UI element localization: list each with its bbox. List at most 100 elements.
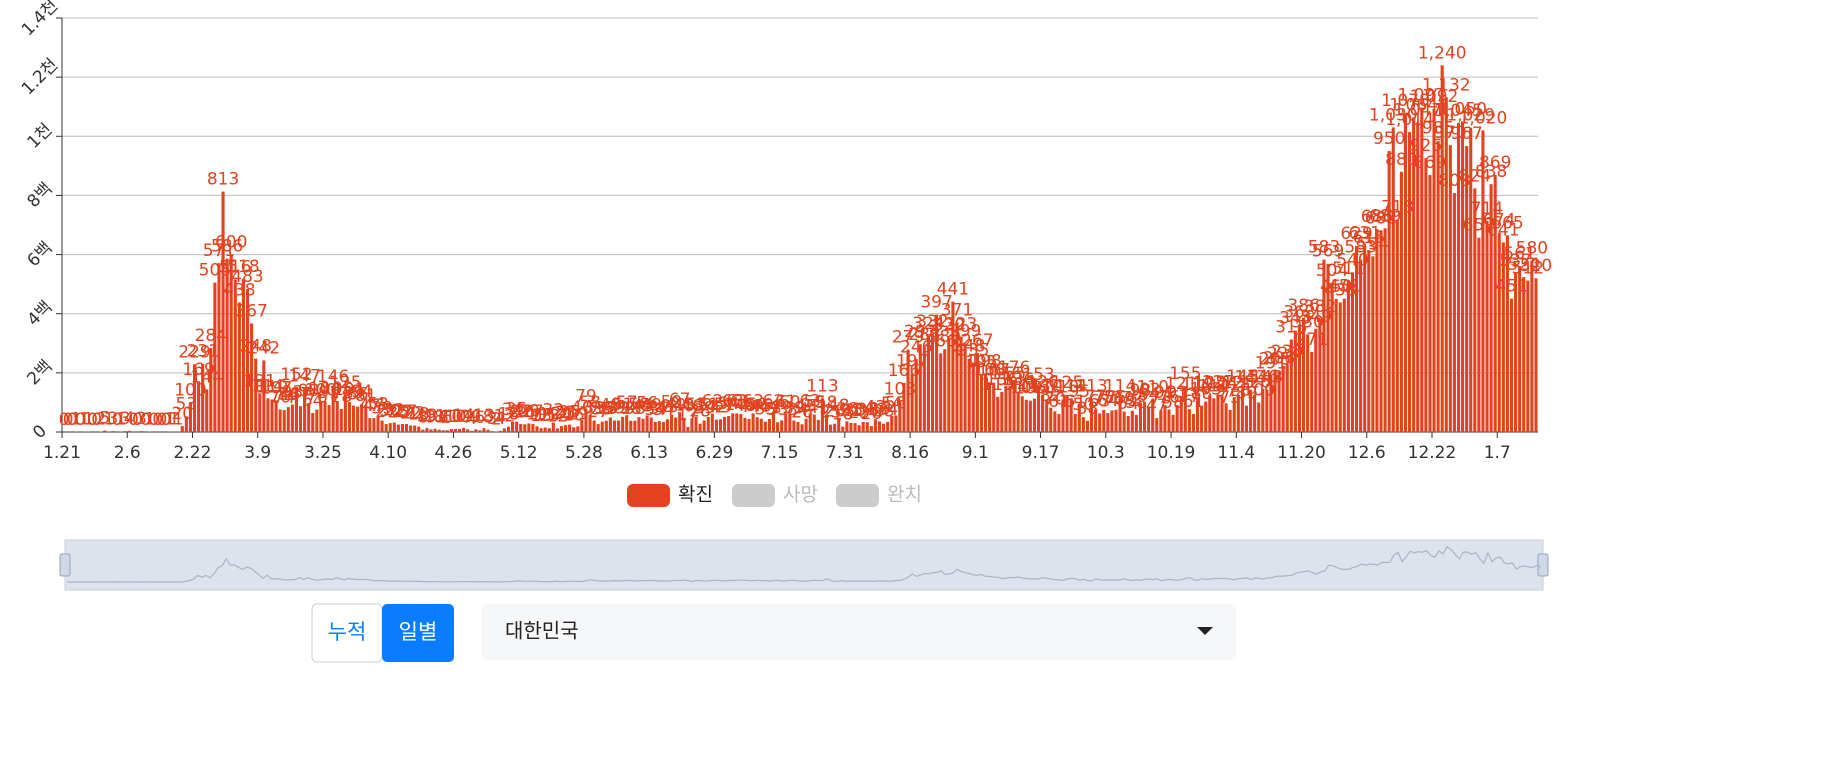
bar xyxy=(1530,260,1533,432)
x-tick-label: 4.26 xyxy=(434,443,472,463)
bar xyxy=(1424,158,1427,432)
bar xyxy=(858,425,861,432)
data-label: 284 xyxy=(195,326,227,346)
bar xyxy=(556,428,559,432)
bar xyxy=(621,417,624,432)
bar xyxy=(1021,396,1024,432)
bar xyxy=(523,424,526,432)
bar xyxy=(1033,399,1036,432)
legend-label[interactable]: 확진 xyxy=(678,484,713,506)
bar xyxy=(1510,299,1513,432)
legend-swatch[interactable] xyxy=(732,484,775,507)
zoom-handle[interactable] xyxy=(1538,554,1548,576)
bar xyxy=(947,337,950,432)
bar xyxy=(1192,414,1195,432)
bar xyxy=(478,430,481,432)
x-tick-label: 7.31 xyxy=(826,443,864,463)
bar xyxy=(1212,398,1215,432)
mode-button-label[interactable]: 누적 xyxy=(328,620,367,644)
y-tick-label: 1천 xyxy=(24,120,57,153)
zoom-slider[interactable] xyxy=(65,540,1543,590)
bar xyxy=(442,430,445,432)
bar xyxy=(1384,228,1387,432)
bar xyxy=(662,422,665,432)
x-tick-label: 1.7 xyxy=(1484,443,1511,463)
mode-button-label[interactable]: 일별 xyxy=(399,620,438,644)
bar xyxy=(352,406,355,432)
bar xyxy=(996,397,999,432)
bar xyxy=(1445,97,1448,432)
bar xyxy=(703,420,706,432)
bar xyxy=(1514,273,1517,432)
bar xyxy=(328,405,331,432)
bar xyxy=(1135,415,1138,432)
y-tick-label: 6백 xyxy=(24,238,57,271)
bar xyxy=(466,429,469,432)
bar xyxy=(760,419,763,432)
bar xyxy=(450,429,453,432)
bar xyxy=(413,425,416,432)
bar xyxy=(1229,410,1232,432)
bar xyxy=(1396,220,1399,432)
bar xyxy=(658,421,661,432)
bar xyxy=(776,422,779,432)
bar xyxy=(841,427,844,432)
legend-label[interactable]: 사망 xyxy=(783,484,818,506)
bar xyxy=(1155,418,1158,432)
bar xyxy=(768,419,771,432)
data-label: 103 xyxy=(884,380,916,400)
bar xyxy=(1286,364,1289,432)
bar xyxy=(1408,132,1411,432)
data-label: 1,020 xyxy=(1459,108,1508,128)
legend-label[interactable]: 완치 xyxy=(887,484,922,506)
y-tick-label: 1.4천 xyxy=(18,0,62,40)
bar xyxy=(340,409,343,432)
bar xyxy=(140,431,143,432)
region-select[interactable] xyxy=(482,604,1236,660)
bar xyxy=(1453,193,1456,432)
bar xyxy=(103,431,106,432)
bar xyxy=(535,426,538,432)
zoom-handle[interactable] xyxy=(60,554,70,576)
bar xyxy=(800,424,803,432)
legend-swatch[interactable] xyxy=(836,484,879,507)
bar xyxy=(503,428,506,432)
bar xyxy=(743,418,746,432)
bar xyxy=(699,424,702,432)
bar xyxy=(629,421,632,432)
bar xyxy=(1086,421,1089,432)
legend-swatch[interactable] xyxy=(627,484,670,507)
bar xyxy=(601,422,604,432)
region-select-label[interactable]: 대한민국 xyxy=(505,619,579,643)
bar xyxy=(279,410,282,432)
bar xyxy=(311,413,314,432)
bar xyxy=(1379,230,1382,432)
bar xyxy=(287,407,290,432)
bar xyxy=(1526,281,1529,432)
x-tick-label: 1.21 xyxy=(43,443,81,463)
data-label: 451 xyxy=(1495,277,1527,297)
bar xyxy=(605,421,608,432)
bar xyxy=(576,426,579,432)
data-label: 950 xyxy=(1373,129,1405,149)
bar xyxy=(1367,250,1370,432)
bar xyxy=(1098,413,1101,432)
bar xyxy=(1245,406,1248,432)
bar xyxy=(882,424,885,432)
bar xyxy=(641,419,644,432)
y-tick-label: 0 xyxy=(29,421,51,443)
bar xyxy=(540,428,543,432)
data-label: 1,240 xyxy=(1418,43,1467,63)
x-tick-label: 3.9 xyxy=(244,443,271,463)
bar xyxy=(409,425,412,432)
bar xyxy=(1029,401,1032,432)
bar xyxy=(666,419,669,432)
bar xyxy=(385,424,388,432)
bar xyxy=(1127,416,1130,432)
bar xyxy=(1257,402,1260,432)
bar xyxy=(1110,410,1113,432)
bar xyxy=(723,417,726,432)
bar xyxy=(1428,175,1431,432)
bar xyxy=(1053,411,1056,432)
